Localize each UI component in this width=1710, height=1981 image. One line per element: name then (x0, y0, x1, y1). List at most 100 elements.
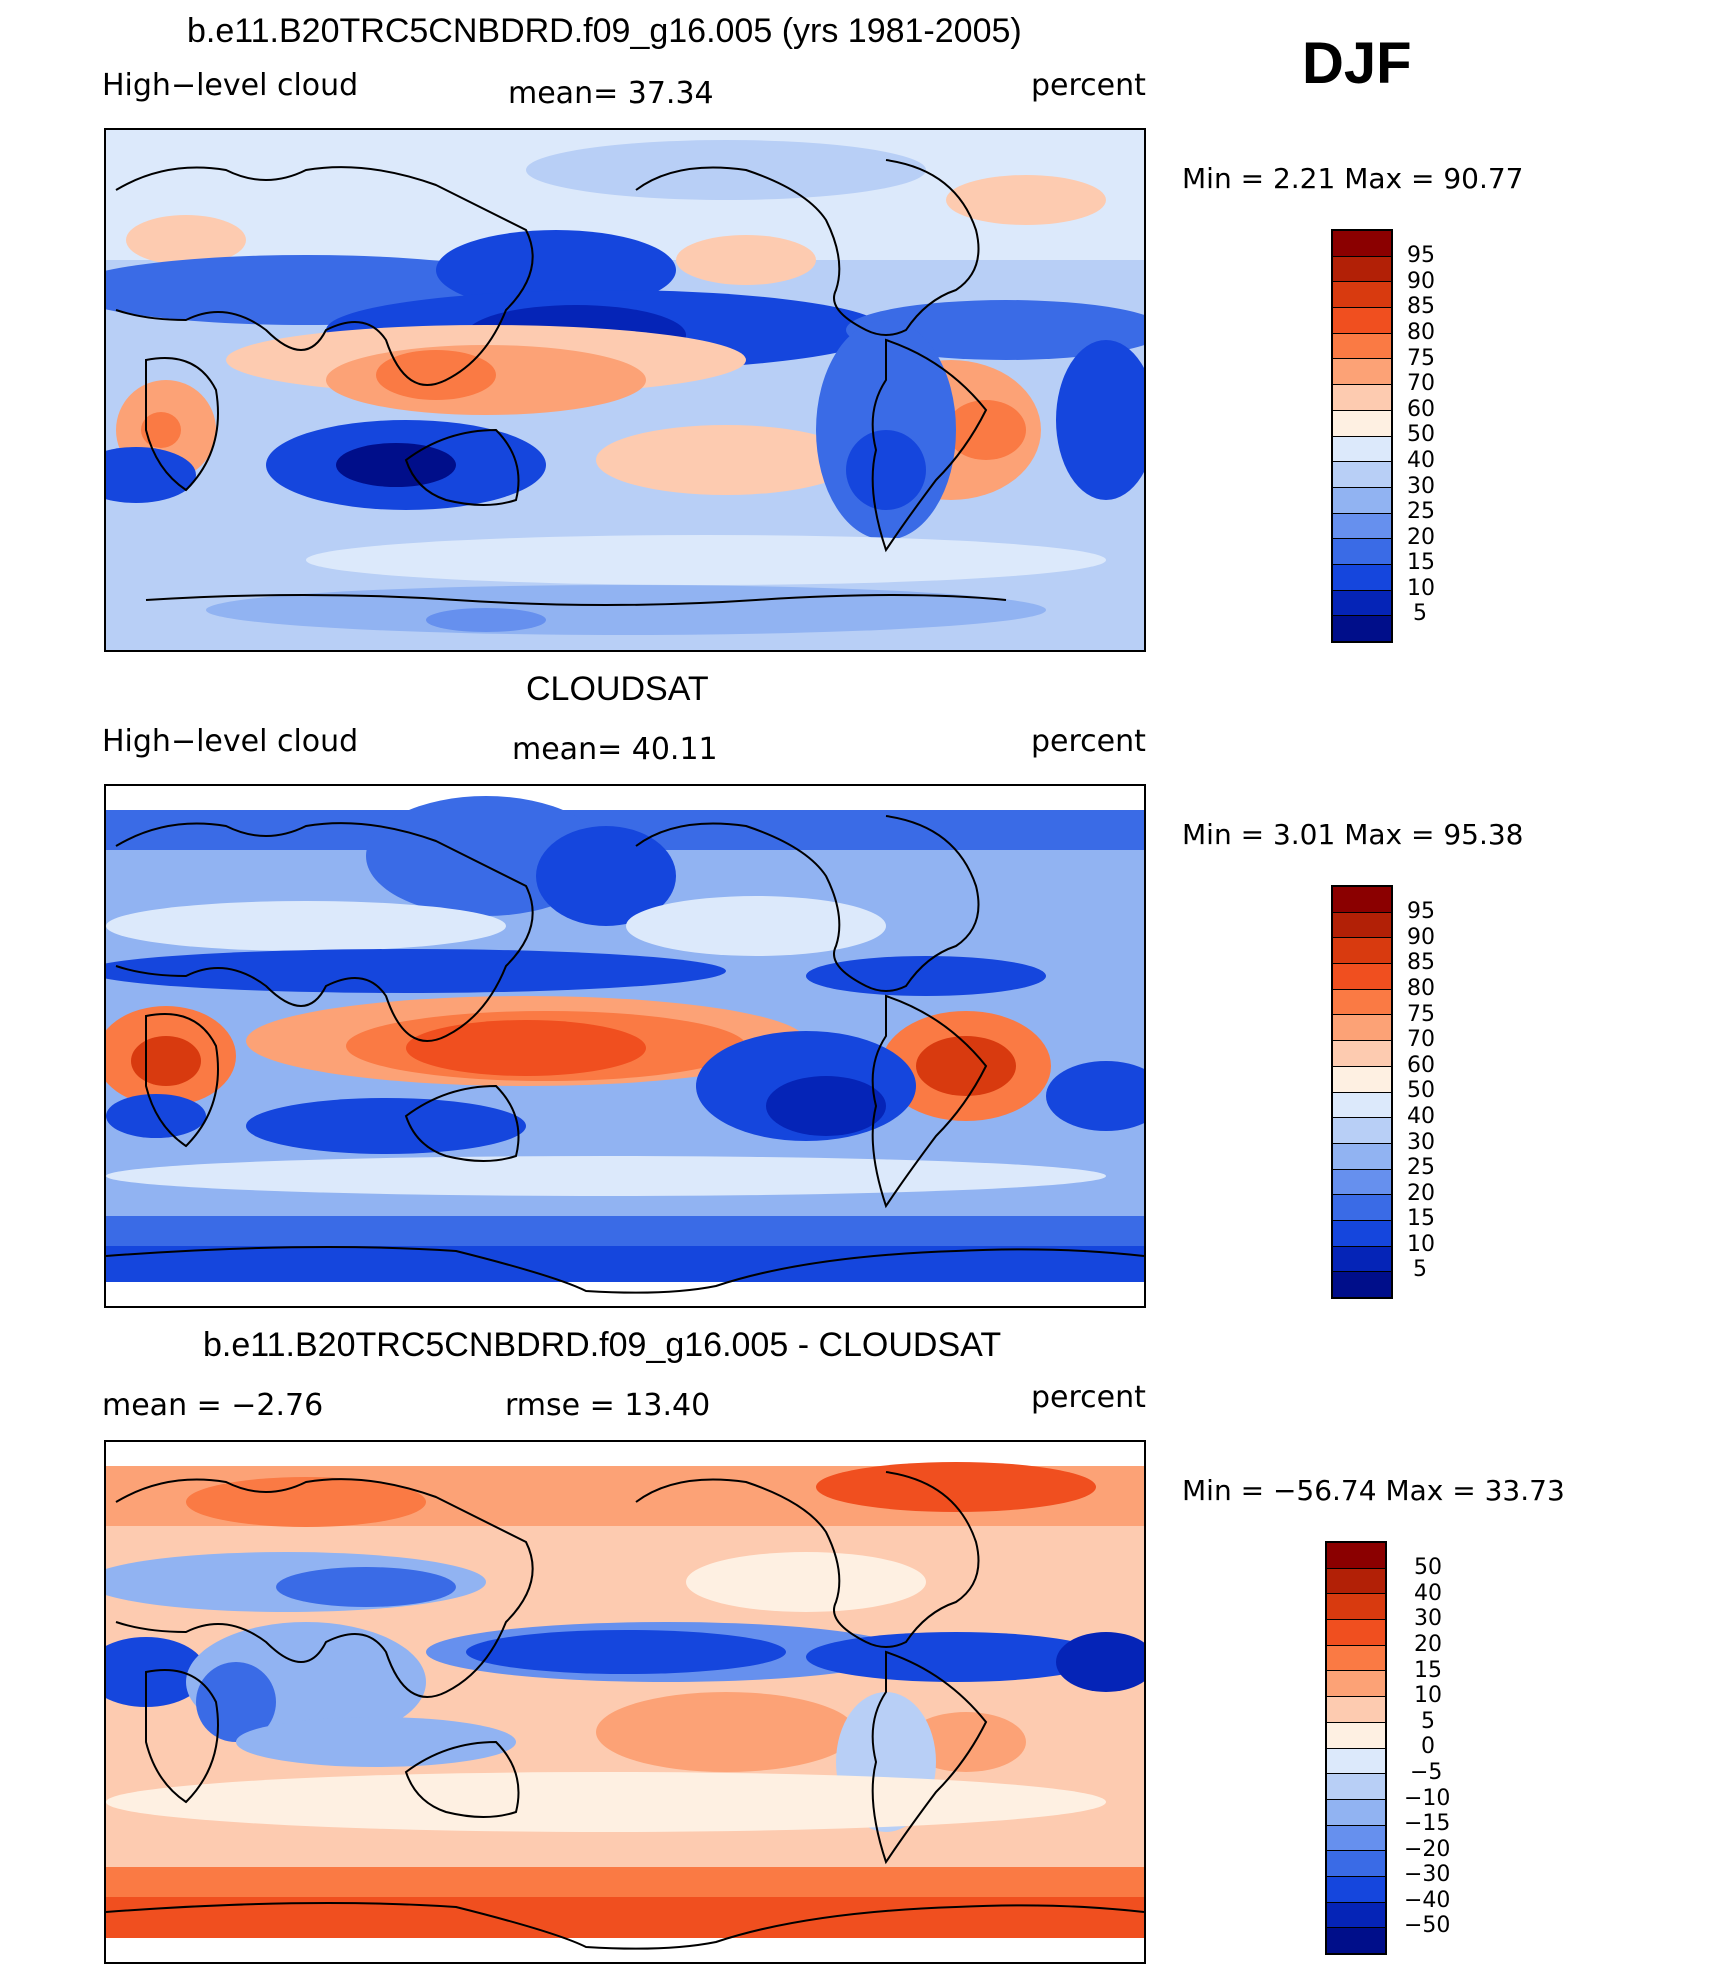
panel2-mean-label: mean= 40.11 (512, 732, 718, 767)
panel1-colorbar-swatch (1333, 616, 1391, 641)
panel2-colorbar-label: 5 (1413, 1257, 1427, 1282)
panel2-colorbar-swatch (1333, 989, 1391, 1016)
panel1-colorbar-label: 75 (1407, 346, 1435, 371)
panel3-colorbar-swatch (1327, 1928, 1385, 1953)
panel1-colorbar-label: 95 (1407, 243, 1435, 268)
panel3-colorbar-label: 30 (1414, 1606, 1442, 1631)
panel2-colorbar-swatch (1333, 1143, 1391, 1170)
panel3-colorbar-label: −40 (1404, 1888, 1451, 1913)
panel1-colorbar-swatch (1333, 333, 1391, 360)
panel2-colorbar-label: 40 (1407, 1104, 1435, 1129)
panel3-colorbar-swatch (1327, 1748, 1385, 1775)
panel3-colorbar-label: 50 (1414, 1555, 1442, 1580)
panel1-map (104, 128, 1146, 652)
panel1-colorbar-label: 90 (1407, 269, 1435, 294)
panel1-colorbar-swatch (1333, 462, 1391, 488)
panel2-colorbar-label: 60 (1407, 1053, 1435, 1078)
panel1-colorbar-label: 5 (1413, 601, 1427, 626)
panel1-contour-field (106, 130, 1144, 650)
panel2-colorbar-swatch (1333, 912, 1391, 939)
panel3-colorbar-label: 20 (1414, 1632, 1442, 1657)
panel1-colorbar-label: 25 (1407, 499, 1435, 524)
panel3-colorbar-swatch (1327, 1902, 1385, 1929)
panel2-colorbar-swatch (1333, 1195, 1391, 1221)
panel3-colorbar-label: −20 (1404, 1837, 1451, 1862)
panel2-colorbar-label: 70 (1407, 1027, 1435, 1052)
panel3-colorbar-label: −50 (1404, 1913, 1451, 1938)
panel3-colorbar-label: 15 (1414, 1658, 1442, 1683)
panel1-colorbar-label: 30 (1407, 474, 1435, 499)
panel2-colorbar-label: 25 (1407, 1155, 1435, 1180)
panel1-colorbar-swatch (1333, 487, 1391, 514)
panel1-colorbar-label: 40 (1407, 448, 1435, 473)
panel2-map (104, 784, 1146, 1308)
panel1-colorbar-label: 50 (1407, 422, 1435, 447)
panel3-units-label: percent (1031, 1380, 1146, 1415)
panel1-colorbar-label: 85 (1407, 294, 1435, 319)
panel2-colorbar-swatch (1333, 964, 1391, 990)
panel2-colorbar-swatch (1333, 1118, 1391, 1144)
panel1-colorbar-swatch (1333, 256, 1391, 283)
panel3-colorbar-swatch (1327, 1671, 1385, 1698)
panel3-colorbar (1325, 1541, 1387, 1955)
panel1-colorbar-swatch (1333, 308, 1391, 334)
panel3-colorbar-label: −15 (1404, 1811, 1451, 1836)
panel3-colorbar-swatch (1327, 1645, 1385, 1672)
panel2-colorbar-swatch (1333, 938, 1391, 965)
panel1-colorbar-swatch (1333, 410, 1391, 437)
panel1-colorbar (1331, 229, 1393, 643)
panel2-colorbar-label: 75 (1407, 1002, 1435, 1027)
panel2-colorbar-swatch (1333, 1015, 1391, 1042)
panel3-colorbar-swatch (1327, 1722, 1385, 1749)
panel2-colorbar (1331, 885, 1393, 1299)
panel2-variable-label: High−level cloud (102, 724, 359, 759)
panel2-colorbar-label: 50 (1407, 1078, 1435, 1103)
panel1-colorbar-label: 80 (1407, 320, 1435, 345)
panel2-title: CLOUDSAT (526, 670, 709, 708)
panel1-colorbar-swatch (1333, 539, 1391, 565)
panel3-colorbar-label: −30 (1404, 1862, 1451, 1887)
panel1-colorbar-label: 10 (1407, 576, 1435, 601)
panel3-colorbar-label: 0 (1421, 1734, 1435, 1759)
panel2-colorbar-swatch (1333, 1041, 1391, 1067)
panel2-colorbar-swatch (1333, 1169, 1391, 1196)
panel3-colorbar-swatch (1327, 1697, 1385, 1723)
panel3-mean-label: mean = −2.76 (102, 1388, 324, 1423)
panel3-colorbar-label: 10 (1414, 1683, 1442, 1708)
panel2-contour-field (106, 796, 1144, 1294)
panel2-colorbar-label: 20 (1407, 1181, 1435, 1206)
panel2-colorbar-label: 85 (1407, 950, 1435, 975)
panel1-minmax-label: Min = 2.21 Max = 90.77 (1182, 162, 1524, 195)
panel1-colorbar-label: 15 (1407, 550, 1435, 575)
panel3-rmse-label: rmse = 13.40 (505, 1388, 711, 1423)
panel3-colorbar-label: −10 (1404, 1786, 1451, 1811)
panel2-colorbar-swatch (1333, 1066, 1391, 1093)
panel3-colorbar-swatch (1327, 1620, 1385, 1646)
panel1-colorbar-swatch (1333, 282, 1391, 309)
panel3-colorbar-swatch (1327, 1876, 1385, 1903)
panel3-colorbar-label: 5 (1421, 1709, 1435, 1734)
panel3-colorbar-swatch (1327, 1543, 1385, 1569)
panel2-colorbar-label: 15 (1407, 1206, 1435, 1231)
panel2-colorbar-label: 90 (1407, 925, 1435, 950)
panel2-colorbar-swatch (1333, 1092, 1391, 1119)
panel1-colorbar-label: 60 (1407, 397, 1435, 422)
panel3-colorbar-label: −5 (1410, 1760, 1443, 1785)
panel1-mean-label: mean= 37.34 (508, 76, 714, 111)
panel1-variable-label: High−level cloud (102, 68, 359, 103)
panel3-colorbar-swatch (1327, 1774, 1385, 1800)
panel1-colorbar-label: 20 (1407, 525, 1435, 550)
panel1-title: b.e11.B20TRC5CNBDRD.f09_g16.005 (yrs 198… (187, 12, 1022, 50)
panel2-colorbar-swatch (1333, 1220, 1391, 1247)
panel1-colorbar-swatch (1333, 436, 1391, 463)
panel3-colorbar-swatch (1327, 1568, 1385, 1595)
panel2-colorbar-label: 95 (1407, 899, 1435, 924)
panel3-colorbar-swatch (1327, 1851, 1385, 1877)
panel3-colorbar-label: 40 (1414, 1581, 1442, 1606)
season-label: DJF (1302, 31, 1412, 96)
panel3-title: b.e11.B20TRC5CNBDRD.f09_g16.005 - CLOUDS… (203, 1326, 1002, 1364)
panel1-colorbar-swatch (1333, 231, 1391, 257)
panel3-minmax-label: Min = −56.74 Max = 33.73 (1182, 1474, 1565, 1507)
panel1-colorbar-swatch (1333, 359, 1391, 386)
panel1-colorbar-swatch (1333, 513, 1391, 540)
